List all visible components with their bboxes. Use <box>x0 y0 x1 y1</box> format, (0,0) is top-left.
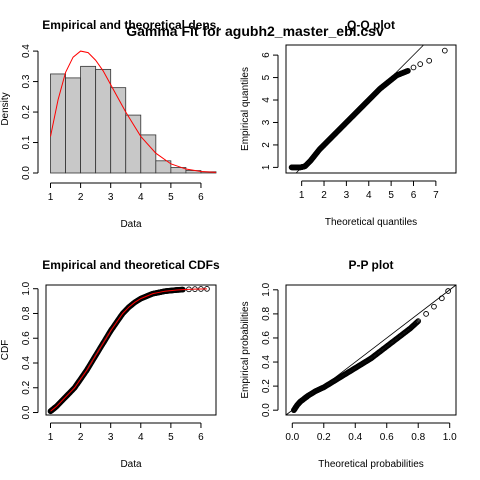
histogram-bar <box>110 87 127 174</box>
data-point <box>441 47 448 54</box>
x-tick-label: 5 <box>388 190 394 201</box>
y-tick-label: 5 <box>261 74 272 80</box>
y-tick-label: 0.4 <box>21 356 32 370</box>
x-tick-label: 6 <box>198 432 204 443</box>
y-tick-label: 1.0 <box>21 281 32 295</box>
y-tick-label: 0.0 <box>21 405 32 419</box>
y-tick-label: 0.6 <box>21 331 32 345</box>
y-tick-label: 0.4 <box>261 355 272 369</box>
data-point <box>413 319 420 326</box>
x-axis-label: Data <box>120 219 142 230</box>
x-tick-label: 4 <box>138 192 144 203</box>
data-point <box>445 288 451 294</box>
data-point <box>423 311 429 317</box>
x-tick-label: 2 <box>321 190 327 201</box>
plot-frame <box>45 284 217 416</box>
panel-title: Empirical and theoretical dens. <box>42 18 219 32</box>
plot-frame <box>285 284 457 416</box>
x-tick-label: 3 <box>344 190 350 201</box>
data-point <box>438 295 445 302</box>
x-tick-label: 6 <box>411 190 417 201</box>
y-tick-label: 3 <box>261 119 272 125</box>
data-point <box>414 318 421 325</box>
y-tick-label: 1.0 <box>261 282 272 296</box>
histogram-bar <box>155 160 172 174</box>
y-axis-label: Density <box>0 92 11 125</box>
y-tick-label: 0.6 <box>261 331 272 345</box>
x-tick-label: 5 <box>168 432 174 443</box>
y-tick-label: 0.8 <box>261 307 272 321</box>
y-tick-label: 0.0 <box>21 166 32 180</box>
y-tick-label: 0.1 <box>21 135 32 149</box>
y-tick-label: 0.4 <box>21 44 32 58</box>
plot-frame <box>285 44 457 174</box>
cdf-panel: Empirical and theoretical CDFs 1 2 3 4 5 6 0.0 0… <box>0 258 220 470</box>
histogram-bar <box>65 77 82 174</box>
y-tick-label: 0.2 <box>21 380 32 394</box>
x-tick-label: 3 <box>108 192 114 203</box>
fitted-density-curve <box>50 50 217 173</box>
pp-panel: P-P plot 0.0 0.2 0.4 0.6 0.8 1.0 0.0 0.2 0.4 0.6 0.… <box>240 258 457 470</box>
data-point <box>417 61 424 67</box>
data-point <box>405 67 411 74</box>
panel-title: Q-Q plot <box>347 18 395 32</box>
x-tick-label: 2 <box>78 432 84 443</box>
x-tick-label: 6 <box>198 192 204 203</box>
y-tick-label: 6 <box>261 52 272 58</box>
x-tick-label: 1.0 <box>443 432 457 443</box>
histogram-bar <box>95 68 112 174</box>
x-tick-label: 5 <box>168 192 174 203</box>
data-point <box>431 303 437 310</box>
y-tick-label: 0.2 <box>261 379 272 393</box>
x-axis-label: Theoretical quantiles <box>325 217 417 228</box>
x-tick-label: 1 <box>48 192 54 203</box>
figure-title: Gamma Fit for agubh2_master_ebl.csv <box>126 23 384 39</box>
density-panel: Empirical and theoretical dens. 1 2 3 4 5 6 0.0… <box>0 18 220 230</box>
x-tick-label: 1 <box>48 432 54 443</box>
y-tick-label: 1 <box>261 164 272 170</box>
y-tick-label: 0.3 <box>21 74 32 88</box>
panel-title: P-P plot <box>348 258 393 272</box>
data-point <box>415 318 422 324</box>
y-axis-label: Empirical probabilities <box>240 301 251 398</box>
x-tick-label: 2 <box>78 192 84 203</box>
x-tick-label: 0.6 <box>380 432 394 443</box>
panel-title: Empirical and theoretical CDFs <box>42 258 220 272</box>
y-tick-label: 0.8 <box>21 306 32 320</box>
x-tick-label: 4 <box>366 190 372 201</box>
x-tick-label: 3 <box>108 432 114 443</box>
x-axis-label: Data <box>120 459 142 470</box>
y-tick-label: 4 <box>261 97 272 103</box>
histogram-bar <box>80 65 97 174</box>
data-point <box>410 64 417 71</box>
x-tick-label: 7 <box>433 190 439 201</box>
x-tick-label: 0.0 <box>285 432 299 443</box>
y-tick-label: 0.2 <box>21 105 32 119</box>
y-tick-label: 2 <box>261 142 272 148</box>
x-tick-label: 4 <box>138 432 144 443</box>
x-tick-label: 1 <box>299 190 305 201</box>
y-tick-label: 0.0 <box>261 403 272 417</box>
y-axis-label: CDF <box>0 340 11 361</box>
x-tick-label: 0.2 <box>317 432 331 443</box>
fitted-cdf-curve <box>50 288 207 412</box>
x-axis-label: Theoretical probabilities <box>318 459 424 470</box>
x-tick-label: 0.8 <box>411 432 425 443</box>
histogram-bar <box>140 134 157 174</box>
x-tick-label: 0.4 <box>348 432 362 443</box>
y-axis-label: Empirical quantiles <box>240 67 251 151</box>
data-point <box>426 57 433 64</box>
qq-panel: Q-Q plot 1 2 3 4 5 6 7 1 2 3 4 5 6 Theoretical quantil… <box>240 18 457 228</box>
